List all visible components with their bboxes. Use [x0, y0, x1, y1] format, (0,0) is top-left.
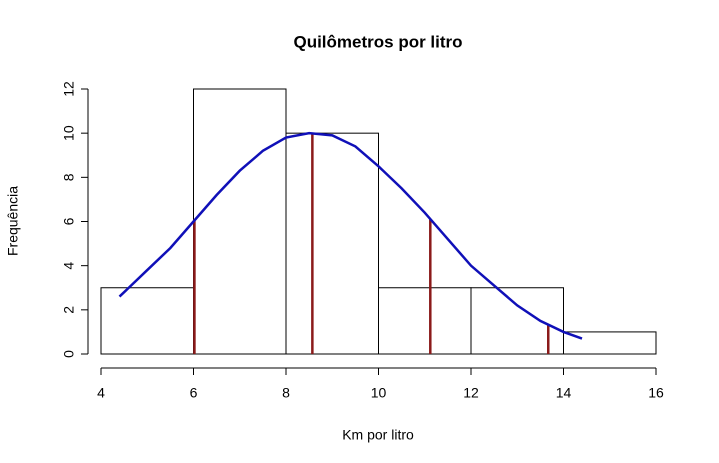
chart-title: Quilômetros por litro	[293, 32, 462, 51]
bar	[100, 287, 194, 355]
x-tick-label: 14	[556, 385, 572, 401]
bar	[378, 287, 472, 355]
bar	[470, 287, 564, 355]
x-tick-label: 12	[463, 385, 479, 401]
bar	[285, 132, 379, 355]
y-tick-label: 2	[61, 306, 77, 314]
y-tick-label: 12	[61, 81, 77, 97]
y-tick-label: 0	[61, 350, 77, 358]
bar	[193, 88, 287, 355]
density-curve	[118, 131, 583, 340]
x-tick-label: 4	[97, 385, 105, 401]
y-tick-label: 6	[61, 217, 77, 225]
x-tick-label: 10	[371, 385, 387, 401]
y-tick-label: 10	[61, 125, 77, 141]
y-tick-label: 8	[61, 173, 77, 181]
x-tick-label: 8	[282, 385, 290, 401]
x-axis-label: Km por litro	[342, 427, 414, 443]
x-tick-label: 6	[190, 385, 198, 401]
bar	[563, 331, 657, 355]
x-tick-label: 16	[648, 385, 664, 401]
y-tick-label: 4	[61, 262, 77, 270]
y-axis-label: Frequência	[5, 186, 21, 256]
